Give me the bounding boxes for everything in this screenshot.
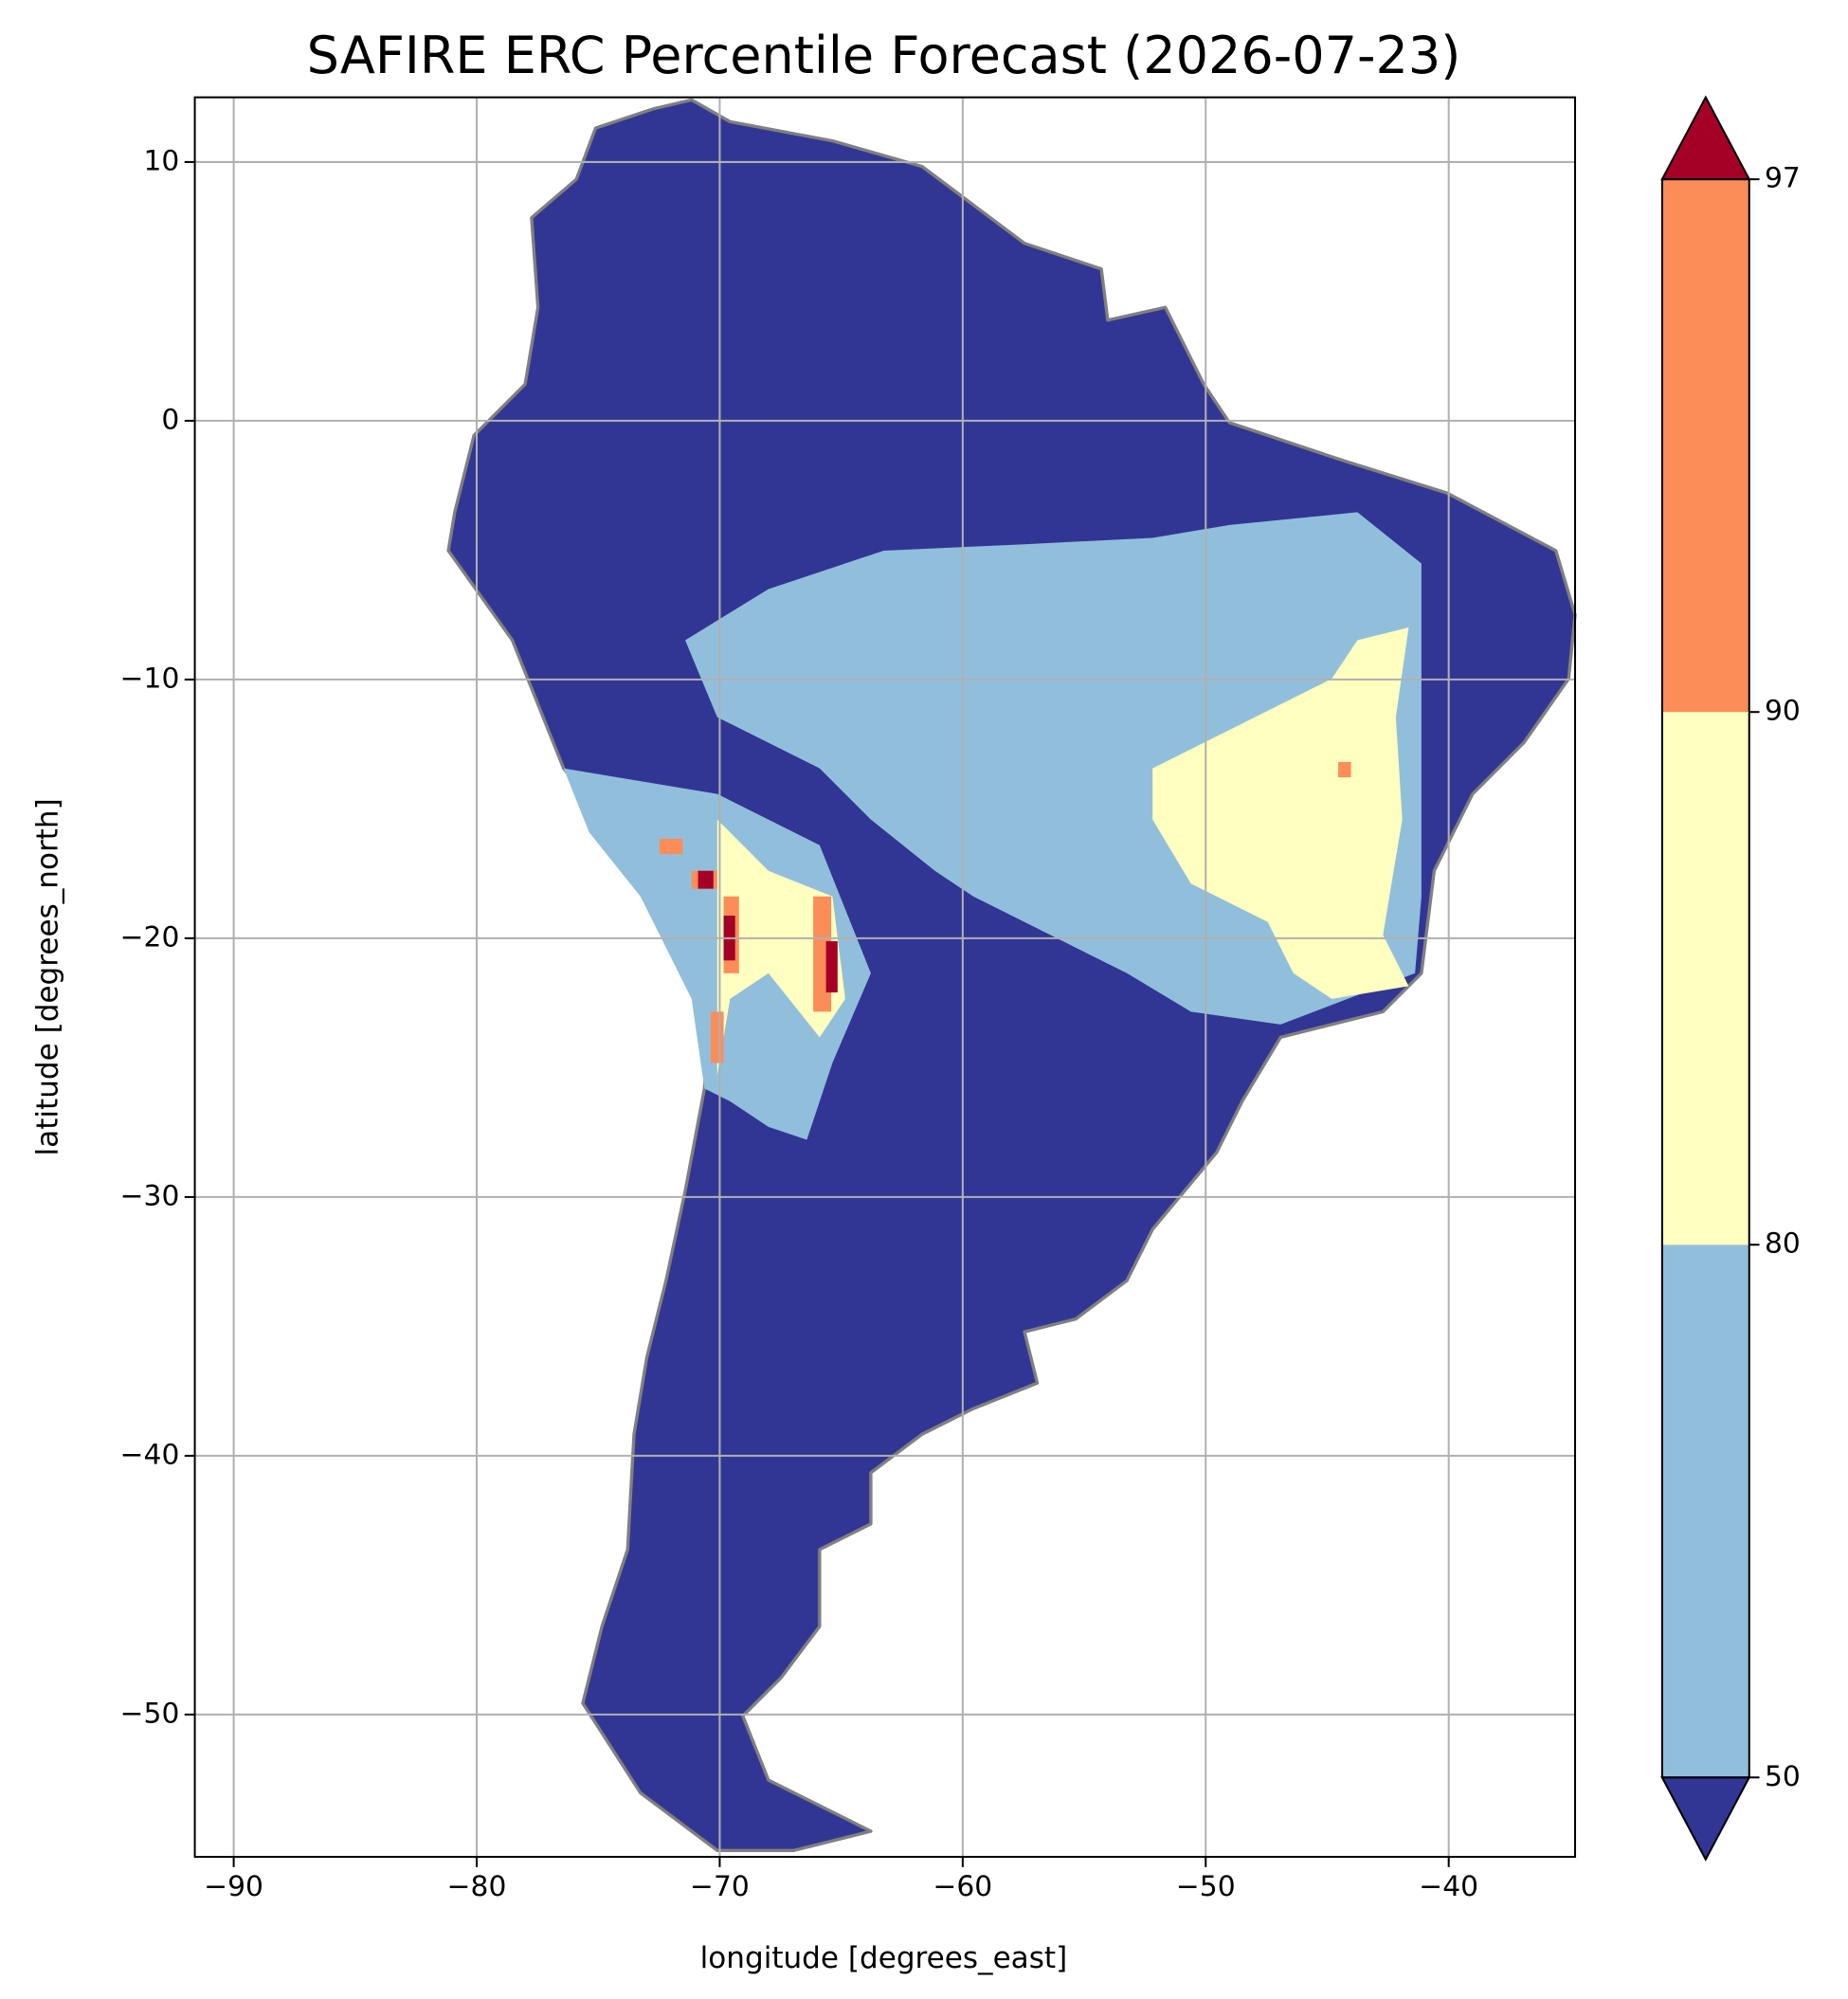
y-axis-label: latitude [degrees_north] (31, 798, 65, 1155)
colorbar-segment (1661, 1245, 1749, 1778)
x-axis-label: longitude [degrees_east] (700, 1941, 1068, 1975)
y-tick-label: −40 (120, 1438, 180, 1471)
colorbar-segment (1661, 712, 1749, 1245)
x-tick-label: −80 (447, 1870, 507, 1903)
y-tick-label: −50 (120, 1697, 180, 1730)
x-tick-label: −60 (933, 1870, 992, 1903)
colorbar-frame (1660, 178, 1750, 1779)
x-tick-label: −70 (690, 1870, 750, 1903)
region-orange (660, 838, 683, 855)
y-tick-label: 0 (161, 403, 179, 436)
region-orange (711, 1011, 724, 1063)
axes-frame (193, 96, 1577, 1859)
chart-title: SAFIRE ERC Percentile Forecast (2026-07-… (307, 26, 1461, 85)
colorbar-tick-label: 97 (1765, 162, 1801, 195)
colorbar-tick-label: 80 (1765, 1227, 1801, 1261)
colorbar-segment (1661, 179, 1749, 713)
axes: −90 −80 −70 −60 −50 −40 10 0 −10 −20 −30 −40 −50 (120, 144, 1478, 1903)
x-tick-label: −90 (204, 1870, 263, 1903)
region-yellow (1152, 627, 1409, 999)
colorbar: 50 80 90 97 (1660, 95, 1801, 1862)
x-tick-label: −50 (1176, 1870, 1236, 1903)
y-tick-label: −10 (120, 662, 180, 695)
y-tick-label: 10 (144, 144, 180, 177)
x-tick-label: −40 (1419, 1870, 1478, 1903)
region-orange (1338, 761, 1351, 778)
map (446, 98, 1577, 1852)
region-yellow (716, 819, 845, 1076)
colorbar-tick-label: 50 (1765, 1760, 1801, 1793)
y-tick-label: −30 (120, 1179, 180, 1212)
region-red (698, 870, 714, 889)
colorbar-tick-label: 90 (1765, 695, 1801, 728)
y-tick-label: −20 (120, 920, 180, 954)
grid (194, 97, 1576, 1858)
region-red (825, 941, 838, 993)
